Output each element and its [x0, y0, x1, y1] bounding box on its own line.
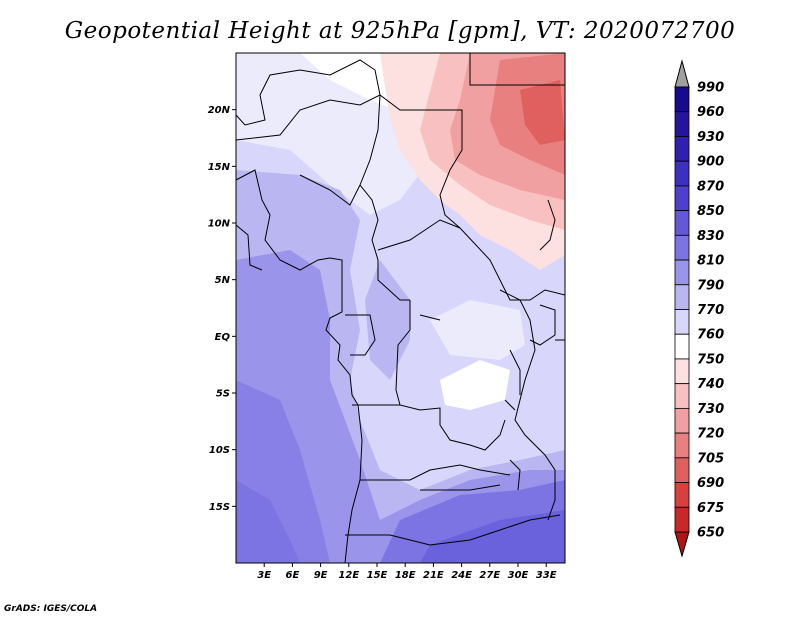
colorbar-label: 830: [697, 229, 724, 244]
colorbar-swatch: [674, 407, 690, 434]
height-field: [236, 53, 565, 563]
colorbar-label: 750: [697, 352, 724, 367]
colorbar-swatch: [674, 309, 690, 335]
colorbar-swatch: [674, 136, 690, 162]
colorbar-swatch: [674, 432, 690, 459]
colorbar-label: 960: [697, 105, 724, 120]
y-tick-label: 5N: [215, 275, 231, 286]
x-tick-label: 33E: [536, 570, 557, 581]
colorbar-label: 705: [697, 451, 724, 466]
y-tick-label: 20N: [208, 105, 231, 116]
colorbar-label: 760: [697, 328, 724, 343]
x-tick-label: 12E: [338, 570, 359, 581]
colorbar-swatch: [674, 160, 690, 187]
colorbar-swatch: [674, 506, 690, 533]
colorbar-swatch: [674, 358, 690, 385]
colorbar-label: 730: [697, 402, 724, 417]
colorbar-label: 990: [697, 81, 724, 96]
x-tick-label: 18E: [395, 570, 416, 581]
colorbar-swatch: [674, 259, 690, 286]
colorbar-label: 900: [697, 155, 724, 170]
colorbar-label: 720: [697, 427, 724, 442]
y-tick-label: 15N: [208, 162, 231, 173]
colorbar-label: 790: [697, 278, 724, 293]
colorbar-label: 675: [697, 501, 724, 516]
colorbar-swatch: [674, 111, 690, 137]
colorbar-swatch: [674, 457, 690, 483]
x-tick-label: 6E: [286, 570, 300, 581]
x-tick-label: 21E: [423, 570, 444, 581]
colorbar-swatch: [674, 482, 690, 508]
colorbar-label: 740: [697, 377, 724, 392]
map-title: Geopotential Height at 925hPa [gpm], VT:…: [64, 18, 736, 44]
x-tick-label: 24E: [451, 570, 472, 581]
colorbar-swatch: [674, 383, 690, 409]
colorbar-swatch: [674, 86, 690, 113]
y-tick-label: 5S: [216, 389, 230, 400]
x-tick-label: 15E: [367, 570, 388, 581]
y-axis: 20N 15N 10N 5N EQ 5S 10S 15S: [208, 105, 236, 513]
y-tick-label: EQ: [215, 332, 231, 343]
colorbar-swatch: [674, 210, 690, 236]
x-axis: 3E 6E 9E 12E 15E 18E 21E 24E 27E 30E 33E: [257, 563, 557, 581]
x-tick-label: 9E: [314, 570, 328, 581]
colorbar-swatch: [674, 284, 690, 310]
boundaries: [236, 53, 565, 563]
x-tick-label: 3E: [257, 570, 271, 581]
colorbar-label: 930: [697, 130, 724, 145]
colorbar-swatch: [674, 333, 690, 360]
colorbar-label: 770: [697, 303, 724, 318]
y-tick-label: 10S: [209, 445, 230, 456]
colorbar-label: 870: [697, 179, 724, 194]
x-tick-label: 27E: [479, 570, 500, 581]
y-tick-label: 10N: [208, 219, 231, 230]
colorbar-extend-bottom: [674, 531, 690, 558]
x-tick-label: 30E: [508, 570, 529, 581]
colorbar-label: 650: [697, 526, 724, 541]
y-tick-label: 15S: [209, 502, 230, 513]
colorbar: 990 960 930 900 870 850 830 810 790 770 760 750 740 7…: [674, 59, 724, 558]
grads-credit: GrADS: IGES/COLA: [4, 604, 98, 614]
colorbar-label: 850: [697, 204, 724, 219]
colorbar-swatch: [674, 234, 690, 261]
colorbar-label: 810: [697, 254, 724, 269]
colorbar-extend-top: [674, 59, 690, 88]
colorbar-swatch: [674, 185, 690, 212]
map-frame: [235, 52, 566, 564]
colorbar-label: 690: [697, 476, 724, 491]
